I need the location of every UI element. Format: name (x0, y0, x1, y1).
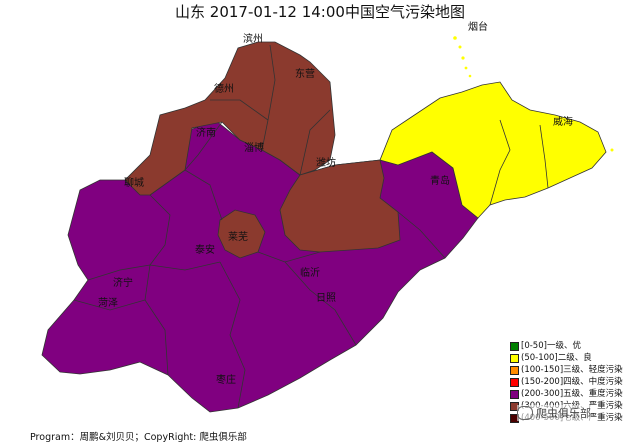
island (464, 66, 468, 70)
legend-item: (200-300] 五级、重度污染 (510, 388, 623, 400)
legend-swatch (510, 377, 519, 387)
legend-item: (150-200] 四级、中度污染 (510, 376, 623, 388)
legend-label: 一级、优 (546, 341, 581, 351)
legend-label: 六级、严重污染 (563, 401, 623, 411)
region-severe-mainland (41, 119, 479, 413)
boundary-line (299, 109, 331, 176)
city-label-weifang: 潍坊 (316, 156, 336, 169)
city-label-qingdao: 青岛 (430, 174, 450, 187)
region-serious-weifang (279, 159, 401, 253)
city-labels: 滨州 烟台 东营 德州 威海 济南 淄博 潍坊 青岛 聊城 莱芜 泰安 临沂 济… (98, 20, 573, 386)
legend-range: (50-100] (521, 353, 558, 363)
boundary-line (219, 261, 246, 409)
city-label-dezhou: 德州 (214, 82, 234, 95)
legend-label: 五级、重度污染 (563, 389, 623, 399)
city-label-binzhou: 滨州 (243, 32, 263, 45)
city-label-liaocheng: 聊城 (124, 176, 144, 189)
city-label-weihai: 威海 (553, 115, 573, 128)
city-label-zibo: 淄博 (244, 141, 264, 154)
island (453, 36, 457, 40)
wechat-icon (517, 406, 533, 420)
legend-range: (100-150] (521, 365, 564, 375)
island (610, 148, 614, 152)
city-label-linyi: 临沂 (300, 266, 320, 279)
legend-range: [0-50] (521, 341, 547, 351)
coastal-islands (453, 36, 614, 152)
credits-footer: Program：周鹏&刘贝贝；CopyRight: 爬虫俱乐部 (30, 432, 247, 443)
boundary-line (184, 169, 223, 221)
wechat-watermark: 爬虫俱乐部 (517, 405, 591, 421)
legend-item: (100-150] 三级、轻度污染 (510, 364, 623, 376)
city-label-zaozhuang: 枣庄 (216, 373, 236, 386)
legend-label: 二级、良 (557, 353, 592, 363)
city-label-jining: 济宁 (113, 276, 133, 289)
legend-label: 三级、轻度污染 (563, 365, 623, 375)
legend-swatch (510, 341, 519, 351)
city-label-jinan: 济南 (196, 126, 216, 139)
city-label-taian: 泰安 (195, 243, 215, 256)
city-label-rizhao: 日照 (316, 292, 336, 304)
legend-swatch (510, 365, 519, 375)
boundary-line (210, 99, 269, 121)
legend-range: (150-200] (521, 377, 564, 387)
legend-swatch (510, 389, 519, 399)
city-label-heze: 菏泽 (98, 297, 118, 309)
watermark-text: 爬虫俱乐部 (536, 407, 591, 420)
province-regions (41, 41, 607, 413)
city-boundaries (73, 44, 549, 409)
city-label-dongying: 东营 (295, 67, 315, 80)
boundary-line (284, 261, 357, 346)
boundary-line (261, 44, 276, 151)
island (461, 56, 465, 60)
island (458, 45, 462, 49)
city-label-laiwu: 莱芜 (228, 230, 248, 243)
boundary-line (184, 121, 223, 171)
boundary-line (73, 299, 146, 311)
island (468, 74, 472, 78)
map-title: 山东 2017-01-12 14:00中国空气污染地图 (175, 3, 465, 21)
legend-item: [0-50] 一级、优 (510, 340, 623, 352)
legend-range: (200-300] (521, 389, 564, 399)
legend-label: 七级、严重污染 (563, 413, 623, 423)
legend-item: (50-100] 二级、良 (510, 352, 623, 364)
boundary-line (149, 194, 171, 266)
boundary-line (397, 211, 446, 259)
legend-label: 四级、中度污染 (563, 377, 623, 387)
city-label-yantai: 烟台 (468, 20, 488, 33)
legend-swatch (510, 353, 519, 363)
boundary-line (489, 119, 511, 206)
boundary-line (144, 264, 169, 376)
region-good-peninsula (379, 81, 607, 219)
boundary-line (539, 124, 549, 189)
